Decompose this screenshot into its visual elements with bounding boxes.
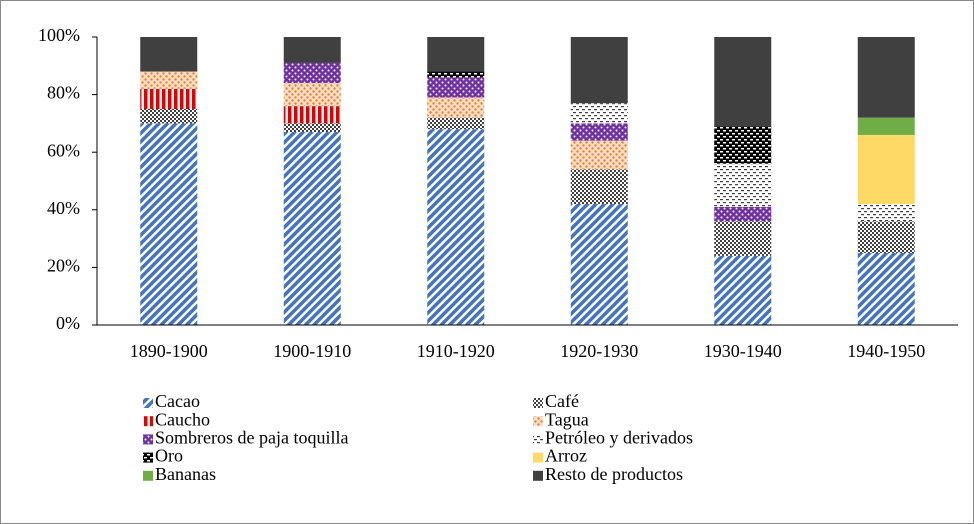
bar-segment: [140, 88, 198, 109]
bar-segment: [283, 106, 341, 124]
legend-swatch: [143, 434, 153, 445]
legend-label: Sombreros de paja toquilla: [155, 428, 348, 448]
legend-label: Tagua: [545, 409, 589, 429]
bar-segment: [140, 71, 198, 89]
bar-segment: [283, 37, 341, 63]
legend-swatch: [143, 470, 153, 481]
y-tick-label: 60%: [47, 140, 80, 160]
bar-segment: [427, 71, 485, 78]
bar-segment: [714, 37, 772, 127]
legend-swatch: [533, 416, 543, 427]
bar-segment: [427, 129, 485, 325]
legend-label: Caucho: [155, 409, 210, 429]
y-tick-label: 40%: [47, 198, 80, 218]
bar-segment: [427, 117, 485, 130]
legend-label: Resto de productos: [545, 464, 683, 484]
bar-segment: [283, 132, 341, 325]
bar-segment: [283, 83, 341, 107]
bar-segment: [283, 62, 341, 84]
x-tick-label: 1920-1930: [560, 341, 638, 361]
bar-segment: [570, 169, 628, 205]
bar-segment: [140, 123, 198, 326]
x-tick-label: 1890-1900: [130, 341, 208, 361]
y-tick-label: 20%: [47, 256, 80, 276]
legend-label: Bananas: [155, 464, 216, 484]
legend-label: Cacao: [155, 391, 200, 411]
legend-label: Arroz: [545, 446, 587, 466]
bar-segment: [714, 163, 772, 207]
bar-segment: [140, 109, 198, 124]
x-tick-label: 1930-1940: [704, 341, 782, 361]
y-tick-label: 0%: [56, 313, 80, 333]
bar-segment: [570, 204, 628, 325]
bar-segment: [570, 123, 628, 141]
bar-segment: [857, 134, 915, 205]
bar-segment: [857, 117, 915, 135]
legend-swatch: [533, 434, 543, 445]
bar-segment: [427, 97, 485, 118]
legend-swatch: [533, 452, 543, 463]
legend-label: Oro: [155, 446, 183, 466]
bar-segment: [857, 204, 915, 222]
bar-segment: [714, 206, 772, 222]
bar-segment: [427, 37, 485, 72]
bar-segment: [570, 37, 628, 104]
bar-segment: [857, 37, 915, 118]
bar-segment: [857, 253, 915, 325]
bar-segment: [714, 255, 772, 325]
x-tick-label: 1910-1920: [417, 341, 495, 361]
legend-label: Café: [545, 391, 579, 411]
x-tick-label: 1940-1950: [847, 341, 925, 361]
x-tick-label: 1900-1910: [273, 341, 351, 361]
bar-segment: [570, 140, 628, 170]
bar-segment: [714, 221, 772, 256]
legend-swatch: [533, 398, 543, 408]
legend-swatch: [533, 470, 543, 481]
legend-swatch: [143, 398, 153, 408]
bar-segment: [714, 126, 772, 164]
legend-swatch: [143, 416, 153, 427]
bar-segment: [570, 103, 628, 124]
bar-segment: [857, 221, 915, 253]
legend-swatch: [143, 452, 153, 463]
y-tick-label: 100%: [38, 25, 80, 45]
legend-label: Petróleo y derivados: [545, 428, 693, 448]
bar-segment: [427, 77, 485, 98]
bar-segment: [283, 123, 341, 133]
bar-segment: [140, 37, 198, 72]
y-tick-label: 80%: [47, 83, 80, 103]
